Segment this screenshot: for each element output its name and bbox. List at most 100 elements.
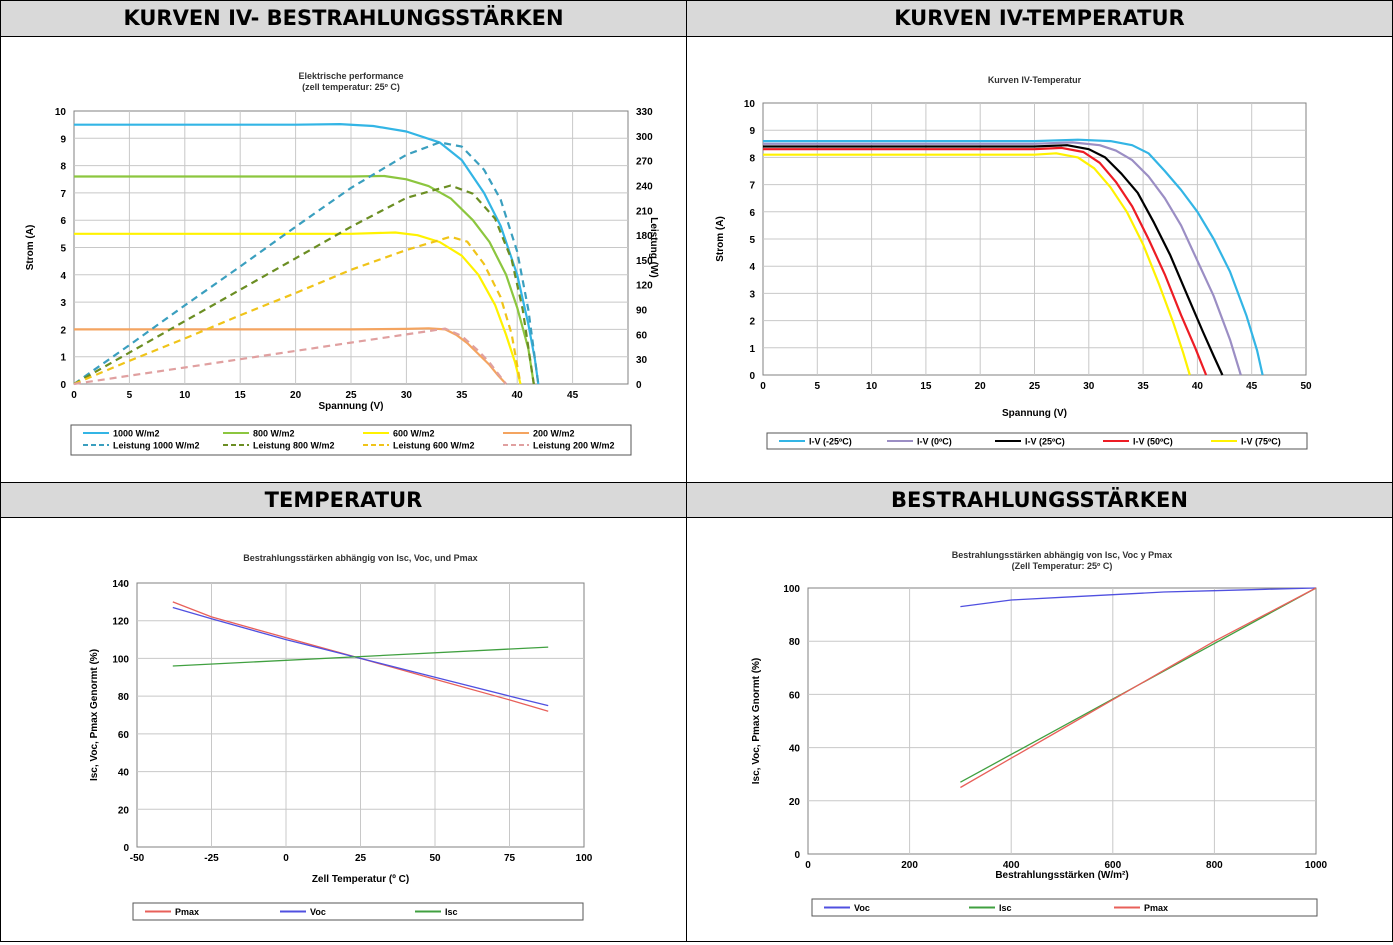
y2-tick-label: 300 [636, 132, 653, 143]
legend-label-5: Leistung 800 W/m2 [253, 441, 335, 451]
x-tick-label: 0 [283, 853, 289, 864]
y-tick-label: 2 [749, 317, 755, 328]
y-tick-label: 6 [60, 216, 66, 227]
y-tick-label: 5 [60, 244, 66, 255]
y2-tick-label: 330 [636, 107, 653, 118]
series-line-6 [73, 235, 522, 386]
legend-label-4: Leistung 1000 W/m2 [113, 441, 200, 451]
series-line-0 [74, 122, 540, 385]
legend-label-2: Isc [445, 907, 458, 917]
legend-label-3: 200 W/m2 [533, 429, 575, 439]
y-tick-label: 0 [123, 843, 129, 854]
x-axis-label: Spannung (V) [319, 401, 384, 412]
series-line-1 [172, 606, 549, 707]
panel-header-iv-irradiance: KURVEN IV- BESTRAHLUNGSSTÄRKEN [0, 0, 687, 37]
x-tick-label: 0 [71, 390, 77, 401]
x-tick-label: -25 [204, 853, 219, 864]
series-line-7 [73, 327, 507, 386]
legend-label-1: Voc [310, 907, 326, 917]
legend-label-1: 800 W/m2 [253, 429, 295, 439]
x-tick-label: 100 [576, 853, 593, 864]
legend-label-1: I-V (0ºC) [917, 437, 952, 447]
chart-title: Kurven IV-Temperatur [988, 75, 1082, 85]
y-axis-label: Isc, Voc, Pmax Gnormt (%) [751, 658, 762, 785]
legend-label-0: Voc [854, 903, 870, 913]
y-axis-label: Isc, Voc, Pmax Genormt (%) [89, 649, 100, 781]
y-tick-label: 10 [55, 107, 67, 118]
x-tick-label: 35 [1138, 381, 1150, 392]
x-tick-label: 15 [920, 381, 932, 392]
y2-tick-label: 150 [636, 256, 653, 267]
x-tick-label: 5 [127, 390, 133, 401]
y-tick-label: 1 [749, 344, 755, 355]
y-tick-label: 60 [118, 730, 130, 741]
legend-label-6: Leistung 600 W/m2 [393, 441, 475, 451]
x-tick-label: 30 [1083, 381, 1095, 392]
legend-label-2: I-V (25ºC) [1025, 437, 1065, 447]
x-tick-label: 400 [1003, 860, 1020, 871]
panel-temperature: -50 -25 0 25 50 75 100 0 20 40 60 80 100 120 140 Bestra… [0, 517, 687, 942]
x-tick-label: 0 [760, 381, 766, 392]
series-line-4 [73, 141, 540, 385]
y-tick-label: 40 [789, 744, 801, 755]
y-tick-label: 9 [60, 134, 66, 145]
panel-iv-irradiance: 0 5 10 15 20 25 30 35 40 45 0 1 2 3 4 5 6 7 8 9 10 0 30 60 90 120… [0, 36, 687, 483]
y-tick-label: 4 [749, 262, 755, 273]
x-tick-label: 200 [901, 860, 918, 871]
y-tick-label: 100 [783, 584, 800, 595]
y-tick-label: 80 [118, 692, 130, 703]
panel-header-temperature: TEMPERATUR [0, 482, 687, 518]
x-tick-label: 0 [805, 860, 811, 871]
legend-label-3: I-V (50ºC) [1133, 437, 1173, 447]
y2-axis-label: Leistung (W) [648, 217, 659, 278]
y-tick-label: 0 [60, 380, 66, 391]
series-line-2 [172, 646, 549, 667]
y-tick-label: 20 [118, 805, 130, 816]
panel-irradiance: 0 200 400 600 800 1000 0 20 40 60 80 100 Bestrahlung… [686, 517, 1393, 942]
legend-label-0: I-V (-25ºC) [809, 437, 852, 447]
y2-tick-label: 30 [636, 355, 648, 366]
legend-box [811, 898, 1318, 917]
panel-header-iv-temperature: KURVEN IV-TEMPERATUR [686, 0, 1393, 37]
x-tick-label: 25 [345, 390, 357, 401]
legend-label-0: Pmax [175, 907, 199, 917]
legend-label-7: Leistung 200 W/m2 [533, 441, 615, 451]
series-line-2 [763, 144, 1224, 376]
y-tick-label: 140 [112, 579, 129, 590]
series-line-1 [74, 174, 535, 385]
y-tick-label: 4 [60, 271, 66, 282]
x-tick-label: 600 [1104, 860, 1121, 871]
chart-irradiance: 0 200 400 600 800 1000 0 20 40 60 80 100 Bestrahlung… [751, 550, 1328, 917]
x-tick-label: 45 [567, 390, 579, 401]
legend-label-2: 600 W/m2 [393, 429, 435, 439]
chart-subtitle: (zell temperatur: 25º C) [302, 82, 400, 92]
x-tick-label: 45 [1246, 381, 1258, 392]
y2-tick-label: 270 [636, 157, 653, 168]
y-tick-label: 100 [112, 654, 129, 665]
y-tick-label: 5 [749, 235, 755, 246]
series-line-0 [763, 138, 1264, 376]
series-line-0 [960, 587, 1317, 608]
y-tick-label: 120 [112, 617, 129, 628]
y-tick-label: 0 [794, 850, 800, 861]
y-tick-label: 0 [749, 371, 755, 382]
series-line-5 [73, 184, 535, 385]
x-tick-label: 30 [401, 390, 413, 401]
y-tick-label: 9 [749, 126, 755, 137]
x-tick-label: 50 [429, 853, 441, 864]
chart-subtitle: (Zell Temperatur: 25º C) [1012, 561, 1113, 571]
y-tick-label: 2 [60, 325, 66, 336]
y-tick-label: 3 [749, 289, 755, 300]
y-tick-label: 40 [118, 768, 130, 779]
series-line-1 [763, 141, 1242, 376]
y-axis-label: Strom (A) [715, 216, 726, 262]
legend-label-0: 1000 W/m2 [113, 429, 160, 439]
y-tick-label: 1 [60, 353, 66, 364]
legend-label-1: Isc [999, 903, 1012, 913]
chart-iv-irradiance: 0 5 10 15 20 25 30 35 40 450123456789100306090120… [25, 71, 659, 456]
x-tick-label: 5 [815, 381, 821, 392]
y-tick-label: 3 [60, 298, 66, 309]
x-tick-label: 75 [504, 853, 516, 864]
